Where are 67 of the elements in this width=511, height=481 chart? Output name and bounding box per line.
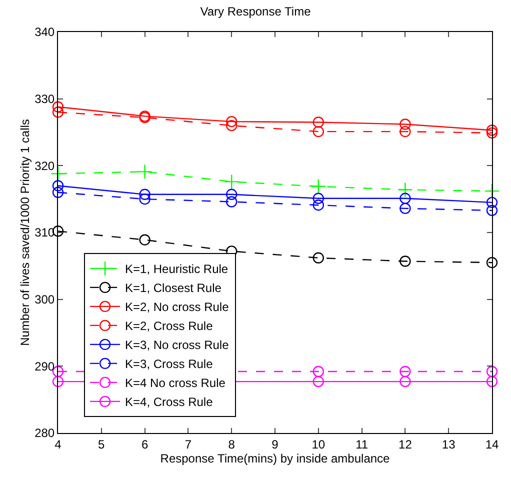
legend-label: K=4, Cross Rule xyxy=(125,395,214,410)
point xyxy=(486,366,498,378)
y-tick-label: 340 xyxy=(34,25,55,40)
point xyxy=(400,366,411,378)
point xyxy=(139,188,150,200)
point xyxy=(226,120,238,132)
x-tick-label: 8 xyxy=(228,437,236,452)
point xyxy=(400,192,411,204)
point xyxy=(486,376,498,388)
point xyxy=(52,101,64,112)
point xyxy=(486,196,498,208)
point xyxy=(52,366,64,378)
point xyxy=(398,182,413,198)
x-tick-label: 12 xyxy=(398,437,412,452)
point xyxy=(486,204,498,216)
point xyxy=(400,202,411,214)
point xyxy=(139,193,150,205)
legend-label: K=2, No cross Rule xyxy=(125,300,230,314)
x-tick-label: 9 xyxy=(272,437,279,452)
legend-label: K=1, Closest Rule xyxy=(125,281,222,296)
point xyxy=(486,256,498,268)
point xyxy=(312,366,324,378)
y-tick-label: 320 xyxy=(34,158,55,173)
point xyxy=(486,127,498,139)
x-tick-label: 5 xyxy=(98,437,106,452)
x-tick-label: 11 xyxy=(356,437,368,452)
point xyxy=(312,192,324,204)
point xyxy=(400,126,411,138)
y-tick-label: 280 xyxy=(34,426,55,440)
point xyxy=(400,256,411,267)
point xyxy=(400,376,411,388)
point xyxy=(226,116,238,128)
point xyxy=(400,118,411,130)
x-tick-label: 10 xyxy=(312,437,326,452)
legend-label: K=1, Heuristic Rule xyxy=(125,262,228,276)
x-tick-label: 4 xyxy=(54,437,62,452)
x-tick-label: 6 xyxy=(141,437,148,452)
y-tick-label: 300 xyxy=(34,292,55,307)
legend-label: K=4 No cross Rule xyxy=(125,376,226,390)
point xyxy=(486,124,498,136)
point xyxy=(52,376,64,388)
y-tick-label: 290 xyxy=(34,359,55,374)
chart-title: Vary Response Time xyxy=(200,4,312,19)
point xyxy=(312,252,324,264)
point xyxy=(137,164,152,180)
y-tick-label: 330 xyxy=(34,92,55,106)
point xyxy=(52,106,64,118)
point xyxy=(312,200,324,211)
legend-label: K=3, Cross Rule xyxy=(125,357,214,372)
point xyxy=(226,196,238,208)
x-tick-label: 13 xyxy=(442,437,456,452)
point xyxy=(484,183,500,199)
point xyxy=(52,186,64,198)
point xyxy=(312,116,324,128)
x-tick-label: 14 xyxy=(485,437,499,452)
point xyxy=(139,234,150,246)
point xyxy=(312,376,324,388)
point xyxy=(224,174,240,190)
y-axis-title: Number of lives saved/1000 Priority 1 calls xyxy=(18,119,32,346)
point xyxy=(52,180,64,192)
point xyxy=(310,178,326,194)
legend-label: K=3, No cross Rule xyxy=(125,338,230,352)
point xyxy=(312,126,324,138)
x-axis-title: Response Time(mins) by inside ambulance xyxy=(160,451,390,466)
x-tick-label: 7 xyxy=(184,437,192,452)
legend-label: K=2, Cross Rule xyxy=(125,319,214,334)
point xyxy=(226,188,238,200)
